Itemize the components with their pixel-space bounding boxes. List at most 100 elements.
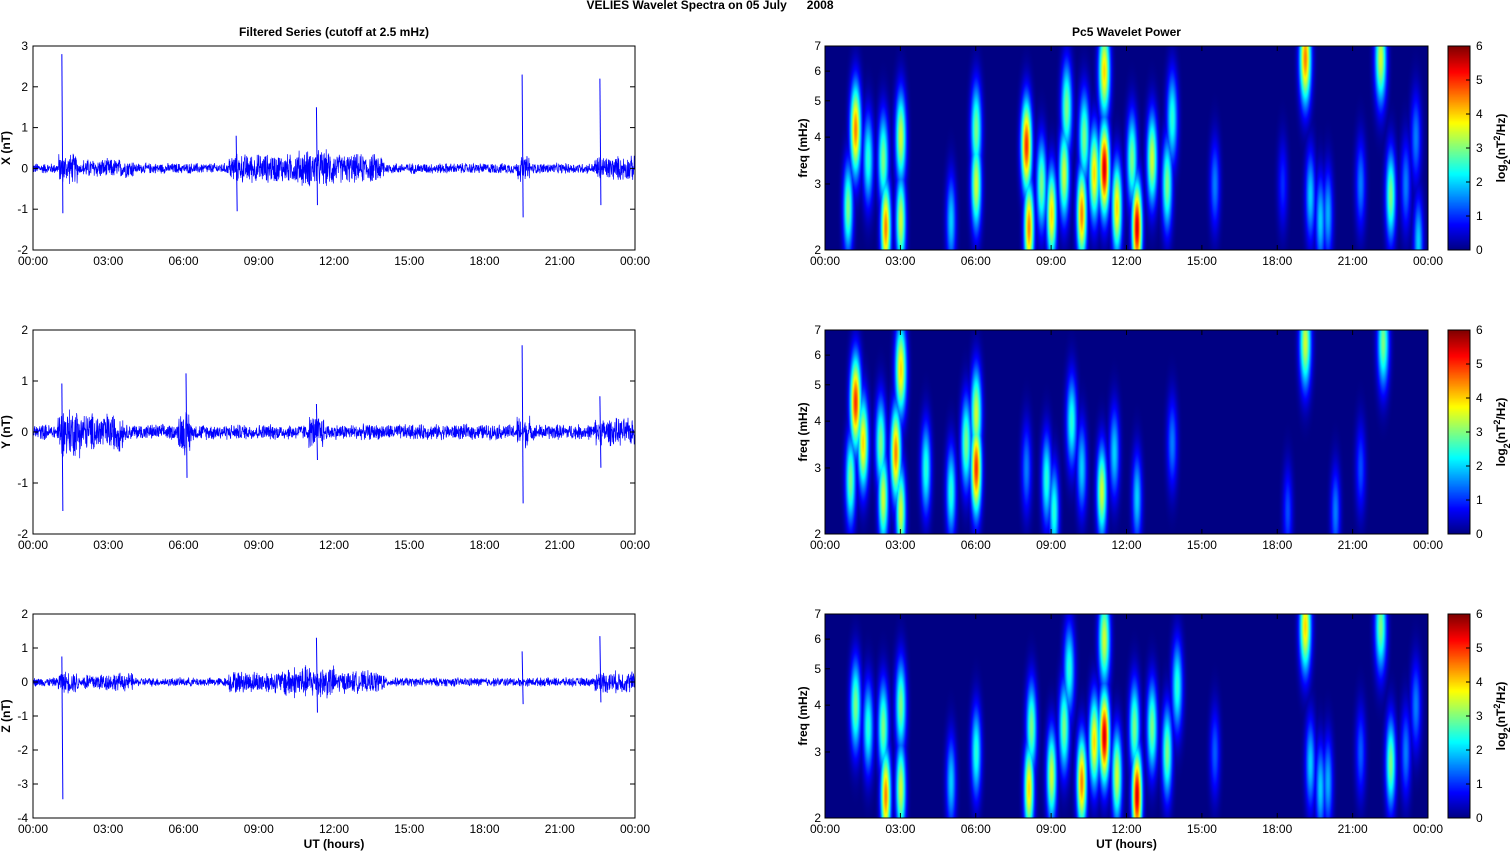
colorbar-tick-label: 1 [1476,209,1483,223]
colorbar-tick-label: 0 [1476,527,1483,541]
y-tick-label: 6 [814,64,821,78]
axes-panel-3: 00:00 03:00 06:00 09:00 12:00 15:00 18:00 21:00… [796,25,1511,268]
x-tick-label: 06:00 [961,254,991,268]
y-tick-label: -2 [17,243,28,257]
y-tick-label: -2 [17,743,28,757]
x-tick-label: 03:00 [93,822,123,836]
axes-panel-0: 00:00 03:00 06:00 09:00 12:00 15:00 18:00 21:00… [0,25,650,268]
y-tick-label: 3 [21,39,28,53]
axes-panel-4: 00:00 03:00 06:00 09:00 12:00 15:00 18:00 21:00… [796,323,1511,552]
y-tick-label: 4 [814,698,821,712]
y-tick-label: -3 [17,777,28,791]
x-tick-label: 12:00 [1111,822,1141,836]
x-tick-label: 18:00 [469,254,499,268]
colorbar [1448,330,1470,534]
colorbar-tick-label: 6 [1476,323,1483,337]
x-tick-label: 21:00 [1338,538,1368,552]
colorbar-tick-label: 5 [1476,641,1483,655]
y-tick-label: 3 [814,745,821,759]
y-tick-label: 1 [21,641,28,655]
axes-frame [824,45,1429,251]
signal-line [32,149,636,187]
y-tick-label: 6 [814,632,821,646]
wavelet-power-heatmap [825,330,1428,534]
y-tick-label: -1 [17,476,28,490]
x-tick-label: 03:00 [93,538,123,552]
x-tick-label: 12:00 [1111,254,1141,268]
plot-area [33,614,635,818]
y-tick-label: 7 [814,607,821,621]
plot-area [33,46,635,250]
axes-panel-2: 00:00 03:00 06:00 09:00 12:00 15:00 18:00 21:00… [0,607,650,851]
colorbar-tick-label: 3 [1476,425,1483,439]
colorbar-tick-label: 1 [1476,777,1483,791]
x-tick-label: 09:00 [1036,822,1066,836]
y-tick-label: 3 [814,461,821,475]
signal-spike [315,107,318,206]
y-tick-label: 2 [814,243,821,257]
colorbar-label: log2(nT2/Hz) [1492,682,1511,751]
colorbar-tick-label: 3 [1476,141,1483,155]
axes-panel-5: 00:00 03:00 06:00 09:00 12:00 15:00 18:00 21:00… [796,607,1511,851]
colorbar-label-end: /Hz) [1494,682,1508,704]
x-tick-label: 18:00 [469,822,499,836]
colorbar-tick-label: 0 [1476,243,1483,257]
x-tick-label: 00:00 [620,822,650,836]
colorbar-tick-label: 2 [1476,459,1483,473]
colorbar-label-sub: 2 [1502,159,1511,164]
x-tick-label: 15:00 [1187,254,1217,268]
colorbar-label-end: /Hz) [1494,398,1508,420]
colorbar-label-sub: 2 [1502,727,1511,732]
colorbar-label-end: /Hz) [1494,114,1508,136]
colorbar-tick-label: 4 [1476,107,1483,121]
colorbar-tick-label: 0 [1476,811,1483,825]
x-tick-label: 00:00 [18,538,48,552]
signal-spike [185,373,188,478]
colorbar-tick-label: 6 [1476,39,1483,53]
x-tick-label: 00:00 [1413,254,1443,268]
colorbar-tick-label: 4 [1476,391,1483,405]
y-tick-label: 0 [21,675,28,689]
signal-line [32,409,636,459]
colorbar-label-sub: 2 [1502,443,1511,448]
signal-line [32,665,636,699]
y-tick-label: -2 [17,527,28,541]
colorbar-label: log2(nT2/Hz) [1492,114,1511,183]
x-tick-label: 15:00 [394,538,424,552]
colorbar-tick-label: 5 [1476,357,1483,371]
x-axis-label: UT (hours) [304,837,365,851]
y-tick-label: -1 [17,202,28,216]
x-tick-label: 12:00 [1111,538,1141,552]
y-axis-label: freq (mHz) [796,118,810,177]
colorbar-label: log2(nT2/Hz) [1492,398,1511,467]
y-tick-label: 2 [814,527,821,541]
x-tick-label: 21:00 [1338,822,1368,836]
x-tick-label: 00:00 [810,822,840,836]
x-tick-label: 06:00 [961,822,991,836]
x-tick-label: 09:00 [1036,254,1066,268]
x-tick-label: 03:00 [885,254,915,268]
y-tick-label: -1 [17,709,28,723]
x-tick-label: 15:00 [1187,538,1217,552]
x-tick-label: 00:00 [18,822,48,836]
x-tick-label: 06:00 [961,538,991,552]
colorbar-tick-label: 1 [1476,493,1483,507]
y-tick-label: 5 [814,378,821,392]
wavelet-power-heatmap [825,614,1428,818]
panel-title: Pc5 Wavelet Power [1072,25,1181,39]
y-tick-label: 2 [21,607,28,621]
axes-frame [32,613,636,819]
x-tick-label: 06:00 [168,254,198,268]
x-tick-label: 06:00 [168,538,198,552]
y-axis-label: Z (nT) [0,699,13,732]
y-tick-label: 1 [21,374,28,388]
figure-title: VELIES Wavelet Spectra on 05 July 2008 [587,0,834,12]
signal-spike [521,651,524,705]
colorbar-label-mid: (nT [1494,140,1508,159]
colorbar-tick-label: 2 [1476,175,1483,189]
colorbar-tick-label: 5 [1476,73,1483,87]
y-tick-label: 7 [814,323,821,337]
x-tick-label: 06:00 [168,822,198,836]
y-axis-label: freq (mHz) [796,402,810,461]
